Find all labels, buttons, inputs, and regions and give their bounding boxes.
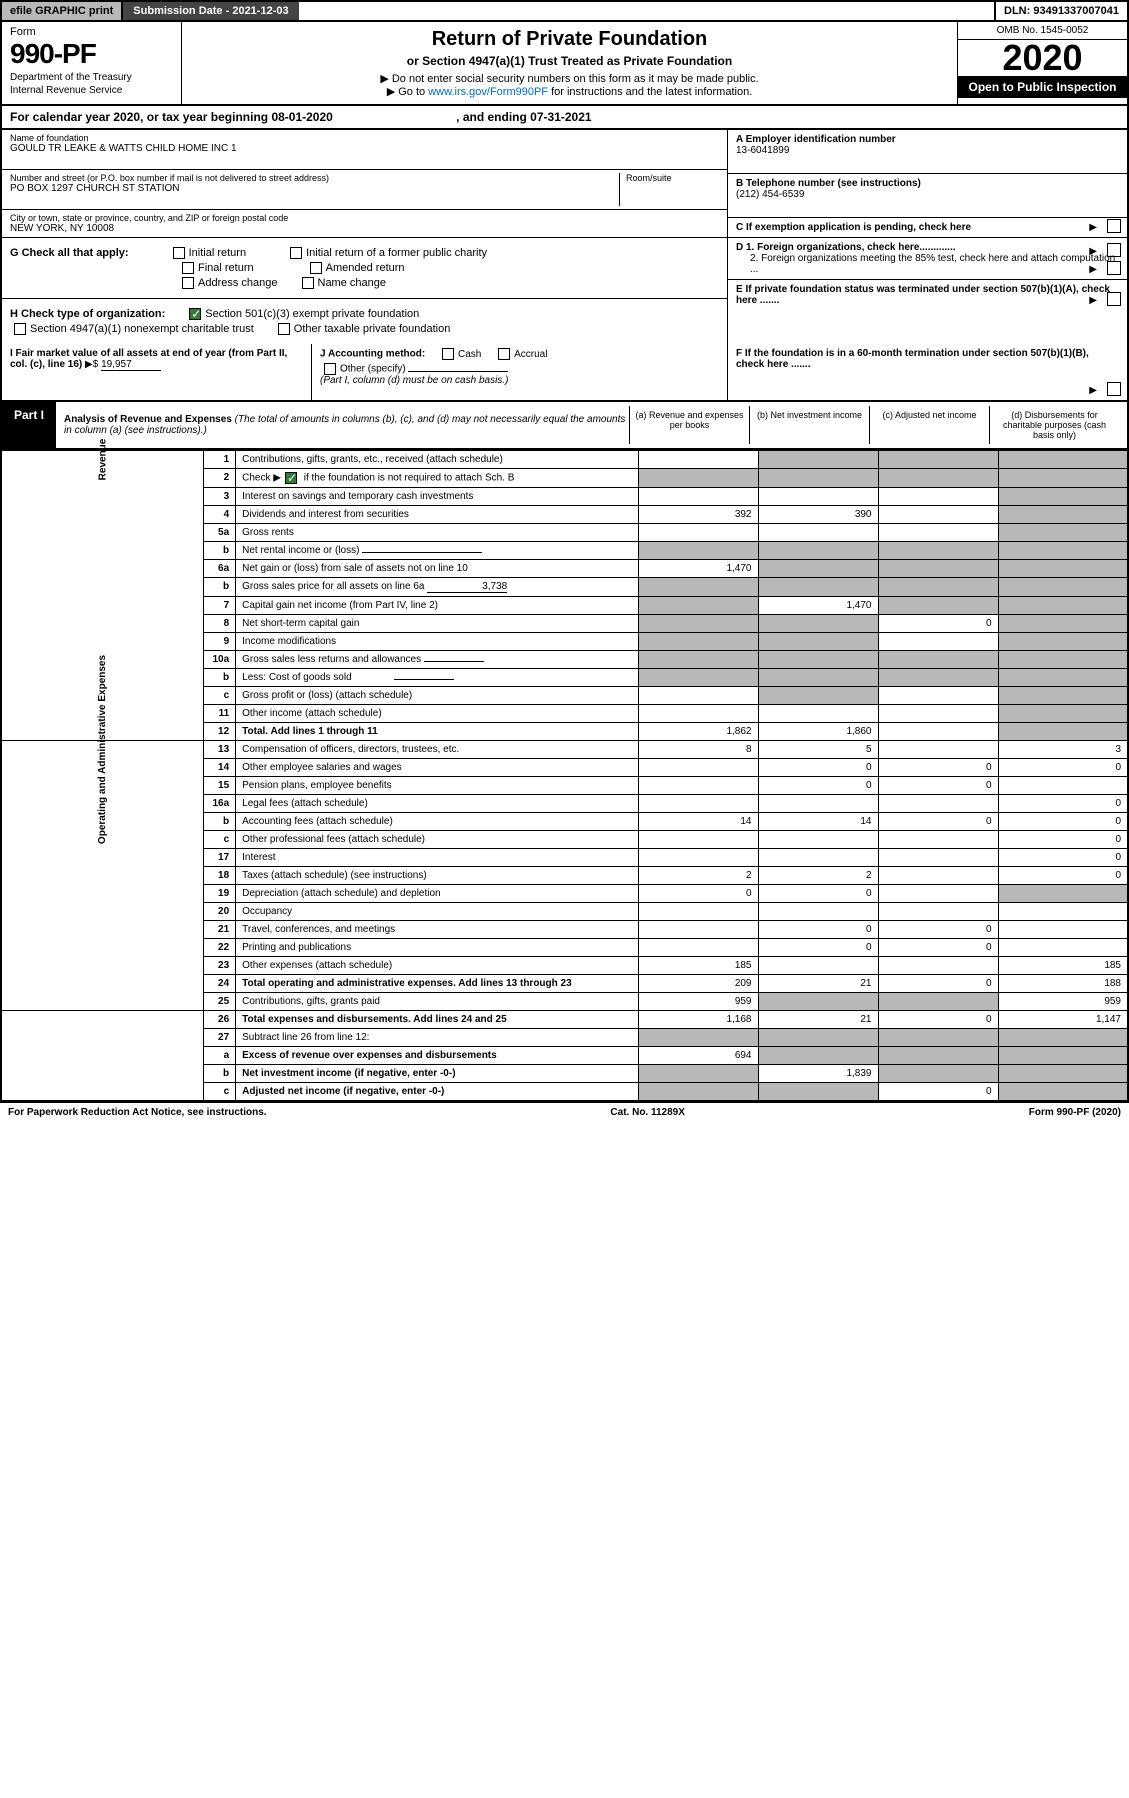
e-cell: E If private foundation status was termi… <box>728 280 1127 310</box>
f-cell: F If the foundation is in a 60-month ter… <box>728 344 1127 400</box>
table-row: 26Total expenses and disbursements. Add … <box>1 1011 1128 1029</box>
cash-checkbox[interactable] <box>442 348 454 360</box>
d1-checkbox[interactable] <box>1107 243 1121 257</box>
irs-link[interactable]: www.irs.gov/Form990PF <box>428 86 548 98</box>
info-bottom: I Fair market value of all assets at end… <box>0 344 1129 402</box>
paperwork-notice: For Paperwork Reduction Act Notice, see … <box>8 1107 267 1118</box>
section-j: J Accounting method: Cash Accrual Other … <box>312 344 727 400</box>
efile-box[interactable]: efile GRAPHIC print <box>2 2 123 20</box>
name-change-checkbox[interactable] <box>302 277 314 289</box>
f-checkbox[interactable] <box>1107 382 1121 396</box>
part1-header: Part I Analysis of Revenue and Expenses … <box>0 402 1129 450</box>
cat-number: Cat. No. 11289X <box>610 1107 684 1118</box>
part1-table: Revenue 1Contributions, gifts, grants, e… <box>0 450 1129 1102</box>
col-c-header: (c) Adjusted net income <box>869 406 989 444</box>
goto-line: ▶ Go to www.irs.gov/Form990PF for instru… <box>188 85 951 98</box>
section-g: G Check all that apply: Initial return I… <box>2 238 727 299</box>
col-a-header: (a) Revenue and expenses per books <box>629 406 749 444</box>
part1-title: Analysis of Revenue and Expenses <box>64 414 232 425</box>
amended-return-checkbox[interactable] <box>310 262 322 274</box>
page-footer: For Paperwork Reduction Act Notice, see … <box>0 1102 1129 1122</box>
dln: DLN: 93491337007041 <box>994 2 1127 20</box>
revenue-side-label: Revenue <box>97 439 108 481</box>
initial-former-checkbox[interactable] <box>290 247 302 259</box>
accrual-checkbox[interactable] <box>498 348 510 360</box>
tax-year: 2020 <box>958 40 1127 76</box>
address-row: Number and street (or P.O. box number if… <box>2 170 727 210</box>
4947-checkbox[interactable] <box>14 323 26 335</box>
e-checkbox[interactable] <box>1107 292 1121 306</box>
ssn-warning: ▶ Do not enter social security numbers o… <box>188 72 951 85</box>
table-row: Revenue 1Contributions, gifts, grants, e… <box>1 451 1128 469</box>
table-row: Operating and Administrative Expenses 13… <box>1 741 1128 759</box>
form-title: Return of Private Foundation <box>188 28 951 51</box>
dept-treasury: Department of the Treasury <box>10 72 173 83</box>
part1-label: Part I <box>2 402 56 448</box>
h-label: H Check type of organization: <box>10 308 165 320</box>
form-ref: Form 990-PF (2020) <box>1029 1107 1121 1118</box>
section-h: H Check type of organization: Section 50… <box>2 299 727 344</box>
form-header: Form 990-PF Department of the Treasury I… <box>0 22 1129 106</box>
city-row: City or town, state or province, country… <box>2 210 727 238</box>
phone-cell: B Telephone number (see instructions) (2… <box>728 174 1127 218</box>
top-bar: efile GRAPHIC print Submission Date - 20… <box>0 0 1129 22</box>
section-i: I Fair market value of all assets at end… <box>2 344 312 400</box>
expenses-side-label: Operating and Administrative Expenses <box>97 655 108 844</box>
foundation-name: Name of foundation GOULD TR LEAKE & WATT… <box>2 130 727 170</box>
other-taxable-checkbox[interactable] <box>278 323 290 335</box>
501c3-checkbox[interactable] <box>189 308 201 320</box>
form-label: Form <box>10 26 173 38</box>
c-cell: C If exemption application is pending, c… <box>728 218 1127 238</box>
info-section: Name of foundation GOULD TR LEAKE & WATT… <box>0 130 1129 344</box>
c-checkbox[interactable] <box>1107 219 1121 233</box>
col-b-header: (b) Net investment income <box>749 406 869 444</box>
open-public: Open to Public Inspection <box>958 76 1127 98</box>
form-number: 990-PF <box>10 38 173 70</box>
form-subtitle: or Section 4947(a)(1) Trust Treated as P… <box>188 54 951 68</box>
room-suite-label: Room/suite <box>626 173 719 183</box>
address-change-checkbox[interactable] <box>182 277 194 289</box>
calendar-year: For calendar year 2020, or tax year begi… <box>0 106 1129 130</box>
ein-cell: A Employer identification number 13-6041… <box>728 130 1127 174</box>
d-cell: D 1. Foreign organizations, check here..… <box>728 238 1127 280</box>
d2-checkbox[interactable] <box>1107 261 1121 275</box>
initial-return-checkbox[interactable] <box>173 247 185 259</box>
g-label: G Check all that apply: <box>10 247 129 259</box>
submission-date: Submission Date - 2021-12-03 <box>123 2 298 20</box>
irs: Internal Revenue Service <box>10 85 173 96</box>
final-return-checkbox[interactable] <box>182 262 194 274</box>
other-method-checkbox[interactable] <box>324 363 336 375</box>
col-d-header: (d) Disbursements for charitable purpose… <box>989 406 1119 444</box>
schb-checkbox[interactable] <box>285 472 297 484</box>
